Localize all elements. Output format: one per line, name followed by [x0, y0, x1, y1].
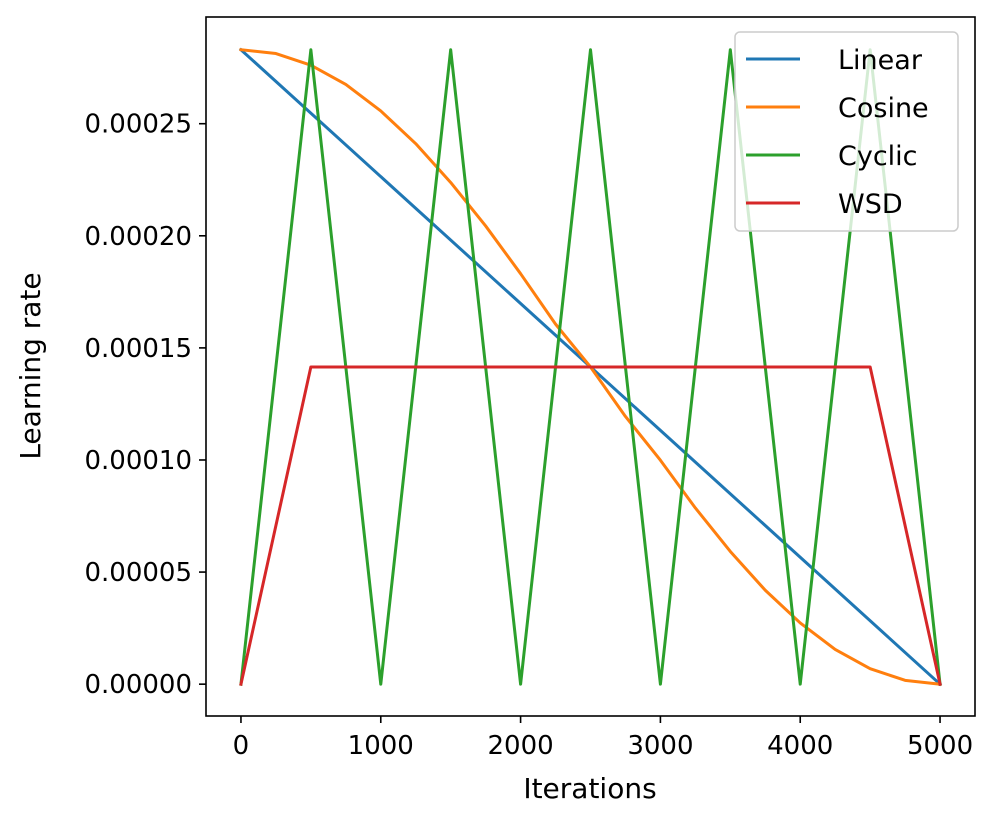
x-tick-label: 3000 — [627, 731, 693, 761]
series-line-cyclic — [239, 48, 942, 686]
y-tick-label: 0.00005 — [84, 558, 192, 588]
legend-items: Linear Cosine Cyclic WSD — [746, 45, 929, 220]
y-axis-ticks: 0.00000 0.00005 0.00010 0.00015 0.00020 0.000… — [84, 110, 206, 700]
x-tick-label: 4000 — [767, 731, 833, 761]
legend-label-wsd: WSD — [838, 189, 903, 220]
legend-label-cosine: Cosine — [838, 93, 929, 124]
legend: Linear Cosine Cyclic WSD — [734, 31, 959, 232]
axes-frame — [205, 16, 976, 717]
x-tick-label: 0 — [233, 731, 250, 761]
y-tick-label: 0.00010 — [84, 446, 192, 476]
x-tick-label: 2000 — [488, 731, 554, 761]
legend-label-cyclic: Cyclic — [838, 141, 918, 172]
y-tick-label: 0.00015 — [84, 334, 192, 364]
x-tick-label: 5000 — [907, 731, 973, 761]
y-tick-label: 0.00000 — [84, 670, 192, 700]
x-axis-label: Iterations — [523, 772, 656, 805]
y-tick-label: 0.00025 — [84, 110, 192, 140]
series-layer — [238, 47, 943, 687]
x-tick-label: 1000 — [348, 731, 414, 761]
series-line-wsd — [239, 365, 942, 686]
legend-label-linear: Linear — [838, 45, 923, 76]
legend-box — [734, 31, 959, 232]
y-axis-label: Learning rate — [14, 272, 47, 459]
x-axis-ticks: 0 1000 2000 3000 4000 5000 — [233, 716, 973, 761]
y-tick-label: 0.00020 — [84, 222, 192, 252]
plot-area — [205, 16, 976, 717]
